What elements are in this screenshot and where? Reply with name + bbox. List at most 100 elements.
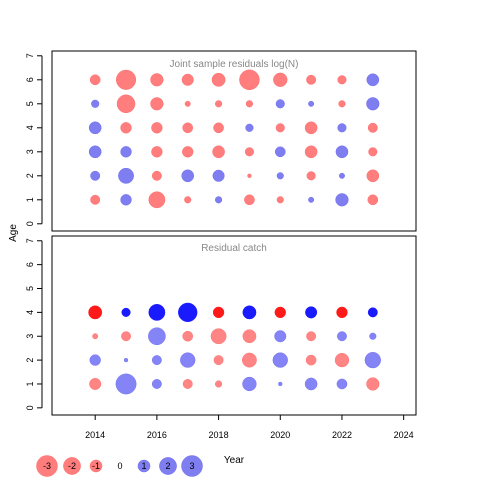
bubble-p2-age1-2021	[304, 377, 318, 391]
legend-label: -2	[68, 461, 76, 471]
bubble-p2-age3-2019	[242, 329, 257, 344]
bubble-p1-age1-2023	[367, 194, 379, 206]
y-tick-label: 6	[25, 262, 35, 267]
bubble-p1-age6-2020	[273, 72, 288, 87]
size-legend: -3 -2 -1 0 1 2 3	[36, 455, 203, 477]
bubble-p2-age3-2022	[337, 331, 347, 342]
bubble-p1-age5-2020	[275, 99, 285, 109]
bubble-p1-age4-2021	[304, 121, 318, 135]
y-tick-label: 7	[25, 53, 35, 58]
bubble-p1-age2-2021	[306, 171, 316, 181]
bubble-p2-age3-2021	[306, 331, 317, 342]
bubble-p1-age1-2018	[215, 196, 223, 204]
bubble-p2-age3-2018	[210, 328, 227, 345]
x-tick-label: 2024	[394, 430, 414, 440]
bubble-p2-age1-2014	[89, 377, 102, 390]
bubble-p1-age4-2019	[245, 123, 254, 132]
bubble-p1-age6-2022	[337, 75, 347, 85]
panel-joint-sample-residuals: Joint sample residuals log(N) 0 1 2 3 4 5 6 7	[25, 50, 417, 232]
bubble-p2-age1-2020	[278, 381, 283, 387]
legend-bubble	[159, 457, 177, 475]
bubble-p1-age5-2015	[116, 94, 136, 114]
x-tick-label: 2020	[270, 430, 290, 440]
y-tick-label: 4	[25, 310, 35, 315]
bubble-p2-age1-2019	[242, 376, 257, 392]
bubble-p2-age1-2017	[182, 379, 193, 389]
bubble-p2-age2-2016	[151, 355, 162, 366]
bubble-p1-age4-2015	[120, 122, 132, 134]
bubble-p2-age4-2023	[367, 307, 378, 318]
bubble-p2-age2-2014	[89, 354, 101, 366]
bubble-p2-age3-2014	[92, 333, 99, 340]
bubble-p1-age3-2022	[335, 145, 349, 159]
bubble-p1-age5-2022	[338, 100, 346, 108]
panel-2-bubbles	[88, 302, 381, 395]
bubble-p2-age4-2018	[212, 306, 225, 319]
bubble-p2-age2-2023	[364, 351, 381, 369]
legend-label: 2	[165, 461, 170, 471]
bubble-p1-age6-2016	[150, 73, 164, 87]
y-tick-label: 4	[25, 125, 35, 130]
bubble-p1-age4-2022	[337, 123, 347, 133]
legend-bubble	[181, 455, 203, 477]
bubble-p1-age1-2015	[120, 194, 132, 206]
bubble-p1-age4-2017	[182, 122, 194, 134]
y-tick-label: 3	[25, 334, 35, 339]
bubble-p1-age2-2018	[212, 169, 225, 182]
bubble-p1-age3-2023	[368, 147, 378, 157]
x-axis: 2014 2016 2018 2020 2022 2024	[85, 415, 414, 440]
bubble-p1-age2-2019	[247, 173, 252, 178]
bubble-p2-age2-2015	[123, 357, 129, 363]
bubble-p1-age3-2021	[304, 145, 318, 159]
y-tick-label: 5	[25, 286, 35, 291]
bubble-p1-age1-2014	[90, 194, 101, 205]
bubble-p1-age6-2018	[211, 72, 226, 87]
y-tick-label: 3	[25, 149, 35, 154]
bubble-p1-age6-2023	[366, 73, 380, 87]
bubble-p1-age6-2015	[116, 69, 137, 90]
bubble-p2-age1-2015	[115, 373, 137, 395]
bubble-p1-age3-2016	[151, 146, 163, 158]
y-tick-label: 2	[25, 173, 35, 178]
bubble-p1-age2-2023	[366, 169, 380, 183]
panel-1-y-axis: 0 1 2 3 4 5 6 7	[25, 53, 43, 226]
bubble-p1-age1-2019	[244, 194, 255, 206]
bubble-p1-age6-2014	[89, 74, 101, 86]
bubble-p2-age2-2018	[213, 355, 224, 366]
bubble-p1-age5-2021	[308, 100, 315, 107]
bubble-p2-age2-2017	[180, 352, 196, 368]
bubble-p1-age6-2021	[306, 74, 317, 85]
bubble-p1-age2-2016	[151, 170, 162, 181]
panel-1-title: Joint sample residuals log(N)	[170, 59, 299, 70]
bubble-p1-age3-2015	[120, 146, 132, 158]
legend-label: 0	[117, 461, 122, 471]
y-tick-label: 0	[25, 405, 35, 410]
bubble-p2-age3-2016	[148, 327, 166, 346]
panel-residual-catch: Residual catch 0 1 2 3 4 5 6 7 2014 2016 2018 2020…	[25, 235, 417, 440]
bubble-p1-age6-2017	[181, 73, 194, 86]
y-tick-label: 0	[25, 221, 35, 226]
bubble-p2-age4-2016	[148, 303, 166, 321]
panel-1-bubbles	[88, 69, 380, 209]
bubble-p2-age3-2023	[369, 332, 377, 340]
x-tick-label: 2018	[209, 430, 229, 440]
bubble-p2-age1-2022	[336, 378, 348, 390]
bubble-p2-age3-2020	[274, 330, 287, 343]
bubble-p2-age3-2017	[182, 330, 194, 342]
bubble-p1-age1-2016	[148, 191, 166, 209]
bubble-p2-age4-2015	[121, 307, 131, 317]
bubble-p2-age4-2019	[242, 305, 257, 320]
bubble-p1-age3-2019	[244, 147, 254, 157]
bubble-p1-age4-2014	[88, 121, 102, 135]
bubble-p1-age2-2014	[90, 170, 101, 181]
panel-1-frame	[51, 50, 417, 232]
panel-2-title: Residual catch	[201, 243, 267, 254]
y-tick-label: 6	[25, 77, 35, 82]
bubble-p1-age1-2021	[308, 196, 315, 203]
y-tick-label: 1	[25, 381, 35, 386]
bubble-p2-age2-2019	[242, 352, 257, 368]
bubble-p2-age1-2018	[215, 380, 223, 388]
bubble-p1-age4-2023	[367, 122, 378, 133]
bubble-p2-age3-2015	[121, 331, 131, 342]
